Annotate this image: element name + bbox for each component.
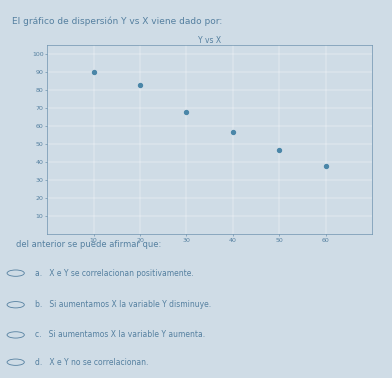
Point [323,163,329,169]
Text: El gráfico de dispersión Y vs X viene dado por:: El gráfico de dispersión Y vs X viene da… [12,16,222,26]
Text: del anterior se puede afirmar que:: del anterior se puede afirmar que: [16,240,161,249]
Text: d.   X e Y no se correlacionan.: d. X e Y no se correlacionan. [35,358,149,367]
Text: b.   Si aumentamos X la variable Y disminuye.: b. Si aumentamos X la variable Y disminu… [35,300,211,309]
Text: c.   Si aumentamos X la variable Y aumenta.: c. Si aumentamos X la variable Y aumenta… [35,330,205,339]
Point [276,147,283,153]
Text: a.   X e Y se correlacionan positivamente.: a. X e Y se correlacionan positivamente. [35,269,194,278]
Point [183,109,190,115]
Title: Y vs X: Y vs X [198,36,221,45]
Point [91,69,97,75]
Point [230,129,236,135]
Point [137,82,143,88]
